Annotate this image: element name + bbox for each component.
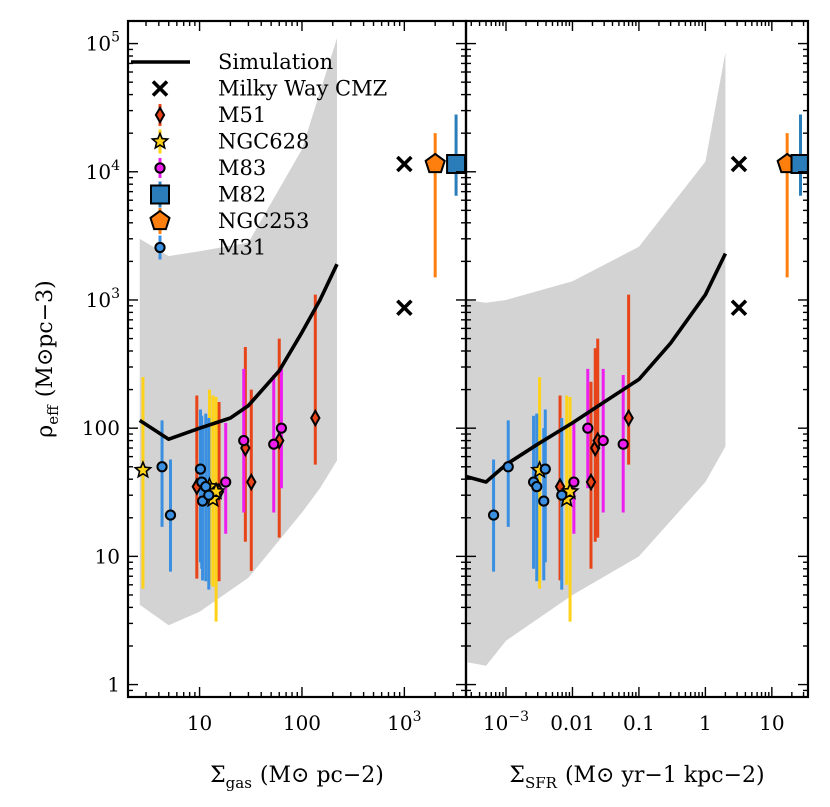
legend-item-m51: M51 <box>154 103 266 127</box>
m31-point <box>531 481 543 493</box>
m83-point <box>275 422 288 434</box>
m31-point <box>487 509 500 521</box>
m83-point <box>617 438 629 450</box>
x-tick-label: 103 <box>387 709 421 735</box>
m51-point <box>246 472 257 492</box>
legend-item-m82: M82 <box>150 181 266 208</box>
legend-label: NGC253 <box>218 209 309 233</box>
m83-point <box>597 434 609 447</box>
y-axis-label: ρeff(M⊙pc−3) <box>33 280 62 437</box>
x-tick-label: 10−3 <box>483 709 529 735</box>
ngc628-point <box>133 460 153 479</box>
y-tick-label: 105 <box>86 30 120 56</box>
x-tick-label: 10 <box>759 711 784 735</box>
legend-ngc253-icon <box>149 209 171 231</box>
m82-point <box>790 153 808 174</box>
x-tick-label: 100 <box>283 711 321 735</box>
legend-label: Simulation <box>218 50 333 74</box>
m31-point <box>203 489 215 501</box>
m31-point <box>156 461 168 473</box>
mw-point <box>396 299 413 317</box>
x-axis-label: ΣSFR (M⊙ yr−1 kpc−2) <box>509 763 764 792</box>
x-tick-label: 0.01 <box>550 711 595 735</box>
x-tick-label: 10 <box>187 711 212 735</box>
m51-point <box>623 408 634 428</box>
legend-item-m31: M31 <box>154 235 266 260</box>
mw-point <box>730 299 748 317</box>
m82-point <box>446 153 466 174</box>
m83-point <box>238 434 250 447</box>
m51-point <box>273 431 285 450</box>
m31-point <box>194 463 207 475</box>
plot-frame <box>464 19 810 699</box>
y-tick-label: 1 <box>107 673 120 697</box>
legend-label: M82 <box>218 183 266 207</box>
legend-m31-icon <box>154 241 166 254</box>
x-axis-label: Σgas (M⊙ pc−2) <box>210 763 384 792</box>
m31-point <box>502 461 514 473</box>
m83-point <box>268 438 280 450</box>
legend-label: Milky Way CMZ <box>218 77 387 101</box>
simulation-line <box>138 263 339 441</box>
ticks <box>466 21 808 698</box>
ngc253-point <box>424 152 446 174</box>
x-tick-label: 0.1 <box>623 711 655 735</box>
m31-point <box>556 489 568 501</box>
m51-point <box>310 408 321 428</box>
legend-item-mw: Milky Way CMZ <box>151 77 387 101</box>
legend-label: NGC628 <box>218 130 309 154</box>
panel-left: 10 100 103 1 10 100 103 104 105 Σgas (M⊙ pc−2) ρeff… <box>33 19 468 792</box>
y-tick-label: 103 <box>86 286 120 312</box>
x-tick-label: 1 <box>699 711 712 735</box>
legend-label: M51 <box>218 103 266 127</box>
y-tick-label: 100 <box>82 416 120 440</box>
legend-item-sim: Simulation <box>131 50 333 74</box>
legend-mw-icon <box>151 80 169 97</box>
legend-m82-icon <box>150 184 170 205</box>
m83-point <box>220 476 232 488</box>
legend-ngc628-icon <box>150 131 170 150</box>
m51-point <box>585 472 597 492</box>
simulation-band <box>139 38 337 626</box>
simulation-line <box>466 252 728 484</box>
panel-right: 10−3 0.01 0.1 1 10 ΣSFR (M⊙ yr−1 kpc−2) <box>464 19 810 792</box>
mw-point <box>730 155 748 173</box>
m83-point <box>568 476 580 488</box>
legend-m51-icon <box>154 105 166 125</box>
legend-item-ngc628: NGC628 <box>150 129 309 154</box>
legend-label: M31 <box>218 236 266 260</box>
legend-item-m83: M83 <box>154 156 266 180</box>
mw-point <box>396 155 413 173</box>
legend-item-ngc253: NGC253 <box>149 208 309 234</box>
m31-point <box>164 509 177 521</box>
y-tick-label: 10 <box>95 544 120 568</box>
legend-m83-icon <box>154 162 166 174</box>
m83-point <box>582 422 594 434</box>
m31-point <box>539 463 551 475</box>
legend-label: M83 <box>218 156 266 180</box>
y-tick-label: 104 <box>86 158 120 184</box>
m31-point <box>538 495 550 507</box>
